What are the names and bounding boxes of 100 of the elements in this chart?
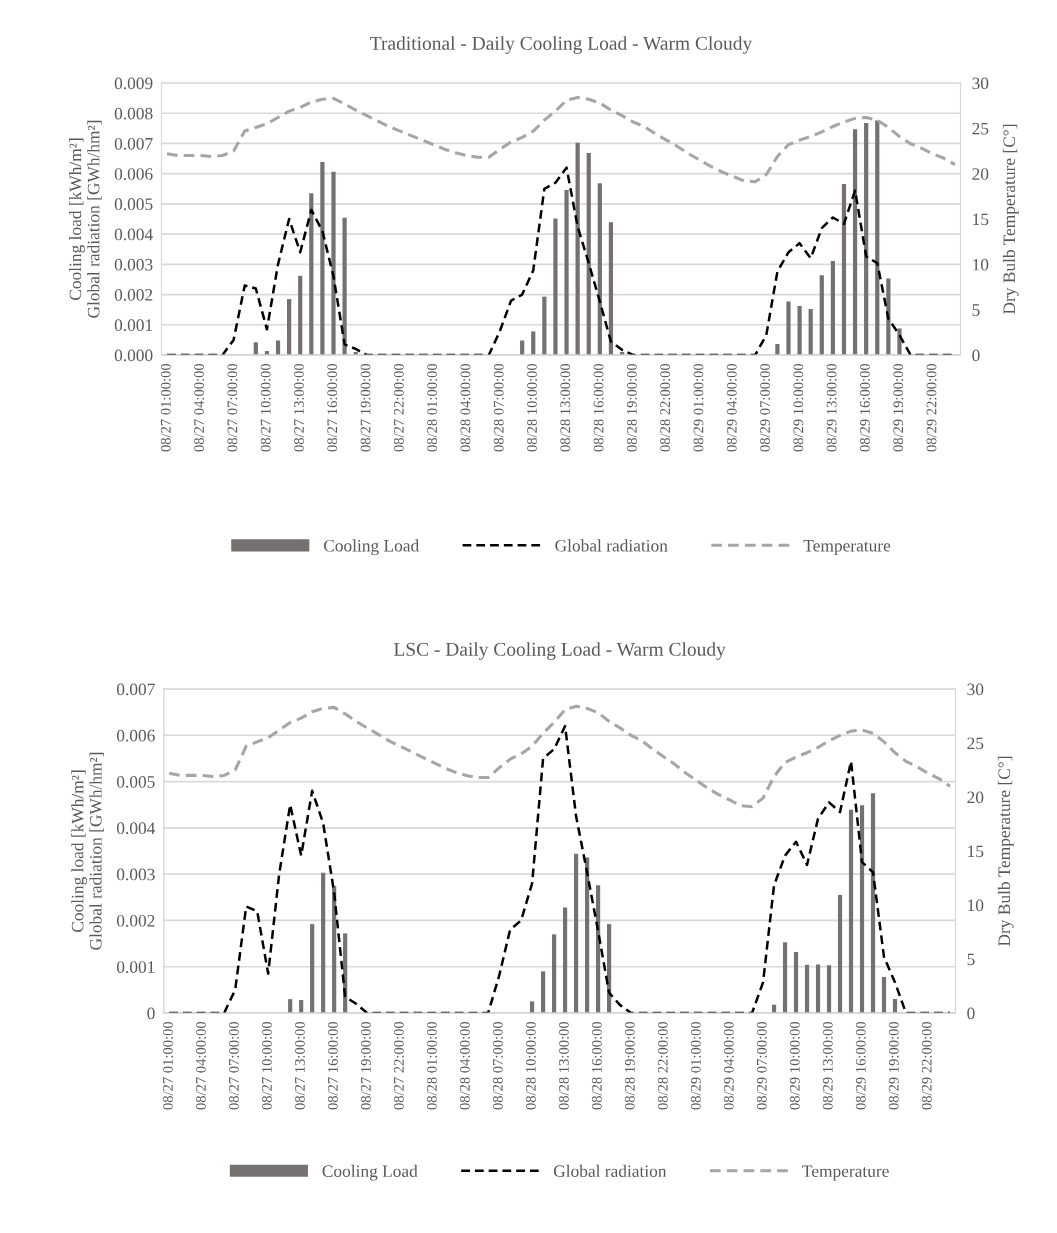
y2-tick-label: 25 (972, 122, 989, 135)
bar (819, 275, 824, 355)
bar (564, 189, 569, 355)
bar (859, 805, 865, 1013)
x-tick-label: 08/28 16:00:00 (593, 363, 604, 452)
x-tick-label: 08/27 22:00:00 (393, 1021, 404, 1110)
bar (288, 999, 293, 1013)
bar (287, 299, 292, 355)
y-axis-title: Cooling load [kWh/m²] Global radiation [GWh/hm²] (71, 752, 104, 950)
bar (804, 964, 810, 1013)
x-tick-label: 08/29 13:00:00 (822, 1021, 833, 1110)
bar (552, 934, 557, 1013)
x-tick-label: 08/27 10:00:00 (261, 1021, 272, 1110)
bar (881, 976, 887, 1013)
bar (864, 122, 869, 355)
y-tick-label: 0.007 (116, 683, 155, 696)
x-tick-label: 08/29 04:00:00 (723, 1021, 734, 1110)
x-tick-label: 08/29 10:00:00 (793, 363, 804, 452)
bar (830, 261, 835, 355)
y-tick-label: 0.002 (116, 914, 155, 927)
bar (852, 129, 858, 355)
y2-tick-label: 15 (968, 845, 984, 858)
x-tick-label: 08/27 19:00:00 (360, 363, 371, 452)
x-tick-label: 08/27 07:00:00 (227, 363, 238, 452)
x-tick-label: 08/28 10:00:00 (525, 1021, 536, 1110)
bar (575, 142, 580, 355)
y2-axis-title: Dry Bulb Temperature [C°] (997, 756, 1014, 947)
y-axis-title: Cooling load [kWh/m²] Global radiation [GWh/hm²] (69, 120, 102, 318)
y2-tick-label: 15 (973, 213, 989, 226)
line-series (165, 95, 957, 184)
bar (310, 924, 315, 1013)
y2-tick-label: 20 (972, 168, 989, 180)
y-tick-label: 0.000 (114, 349, 153, 362)
y-tick-label: 0.003 (116, 868, 155, 881)
bar (585, 857, 590, 1013)
x-tick-label: 08/28 01:00:00 (426, 1021, 437, 1110)
bar (309, 193, 314, 355)
y2-tick-label: 20 (967, 791, 984, 804)
legend-label: Cooling Load (323, 539, 419, 556)
bar (531, 331, 536, 355)
bar (320, 161, 325, 355)
y2-tick-label: 5 (972, 304, 980, 316)
x-tick-label: 08/27 04:00:00 (194, 363, 205, 452)
x-tick-label: 08/29 01:00:00 (693, 363, 704, 452)
y2-tick-label: 30 (972, 77, 989, 90)
bar (892, 999, 898, 1013)
bar (797, 306, 802, 355)
bar (775, 344, 780, 355)
y2-tick-label: 0 (967, 1007, 975, 1020)
x-tick-label: 08/27 13:00:00 (294, 1021, 305, 1110)
y2-tick-label: 30 (967, 683, 984, 696)
bar (342, 217, 347, 355)
y2-tick-label: 10 (968, 899, 984, 912)
bar (897, 328, 902, 355)
bar (815, 964, 821, 1013)
bar (608, 222, 614, 355)
y-tick-label: 0.001 (114, 319, 153, 332)
bar (841, 183, 847, 355)
bar (530, 1001, 535, 1013)
x-tick-label: 08/29 10:00:00 (789, 1021, 800, 1110)
bar (782, 942, 788, 1013)
legend-label: Cooling Load (322, 1164, 418, 1181)
bar (786, 301, 791, 355)
x-tick-label: 08/28 19:00:00 (624, 1021, 635, 1110)
bar (542, 296, 547, 355)
x-tick-label: 08/29 22:00:00 (921, 1021, 932, 1110)
bar (597, 183, 602, 355)
x-tick-label: 08/27 01:00:00 (160, 363, 171, 452)
x-tick-label: 08/27 07:00:00 (228, 1021, 239, 1110)
bar (520, 340, 525, 355)
y-tick-label: 0.001 (116, 961, 155, 973)
x-tick-label: 08/28 19:00:00 (626, 363, 637, 452)
bar (826, 965, 832, 1013)
y-tick-label: 0.008 (114, 107, 153, 120)
bar (298, 275, 303, 355)
y2-tick-label: 0 (972, 349, 980, 362)
bar (808, 309, 813, 355)
x-tick-label: 08/28 22:00:00 (660, 363, 671, 452)
x-tick-label: 08/28 13:00:00 (558, 1021, 569, 1110)
x-tick-label: 08/29 16:00:00 (859, 363, 870, 452)
x-tick-label: 08/29 01:00:00 (690, 1021, 701, 1110)
x-tick-label: 08/29 07:00:00 (756, 1021, 767, 1110)
bar (586, 153, 591, 355)
x-tick-label: 08/29 07:00:00 (760, 363, 771, 452)
x-tick-label: 08/28 04:00:00 (459, 1021, 470, 1110)
x-tick-label: 08/27 10:00:00 (260, 363, 271, 452)
chart-title: LSC - Daily Cooling Load - Warm Cloudy (393, 642, 726, 660)
chart-title: Traditional - Daily Cooling Load - Warm Cloudy (370, 36, 753, 54)
x-tick-label: 08/28 16:00:00 (591, 1021, 602, 1110)
y-tick-label: 0.003 (114, 258, 153, 271)
y-tick-label: 0.004 (116, 822, 156, 835)
y-tick-label: 0.005 (116, 776, 155, 788)
bar (848, 809, 854, 1013)
bar (875, 120, 880, 355)
x-tick-label: 08/28 22:00:00 (657, 1021, 668, 1110)
x-tick-label: 08/28 04:00:00 (460, 363, 471, 452)
y-tick-label: 0.004 (114, 228, 153, 241)
legend-label: Global radiation (555, 539, 668, 552)
bar (574, 853, 579, 1013)
x-tick-label: 08/28 01:00:00 (427, 363, 438, 452)
